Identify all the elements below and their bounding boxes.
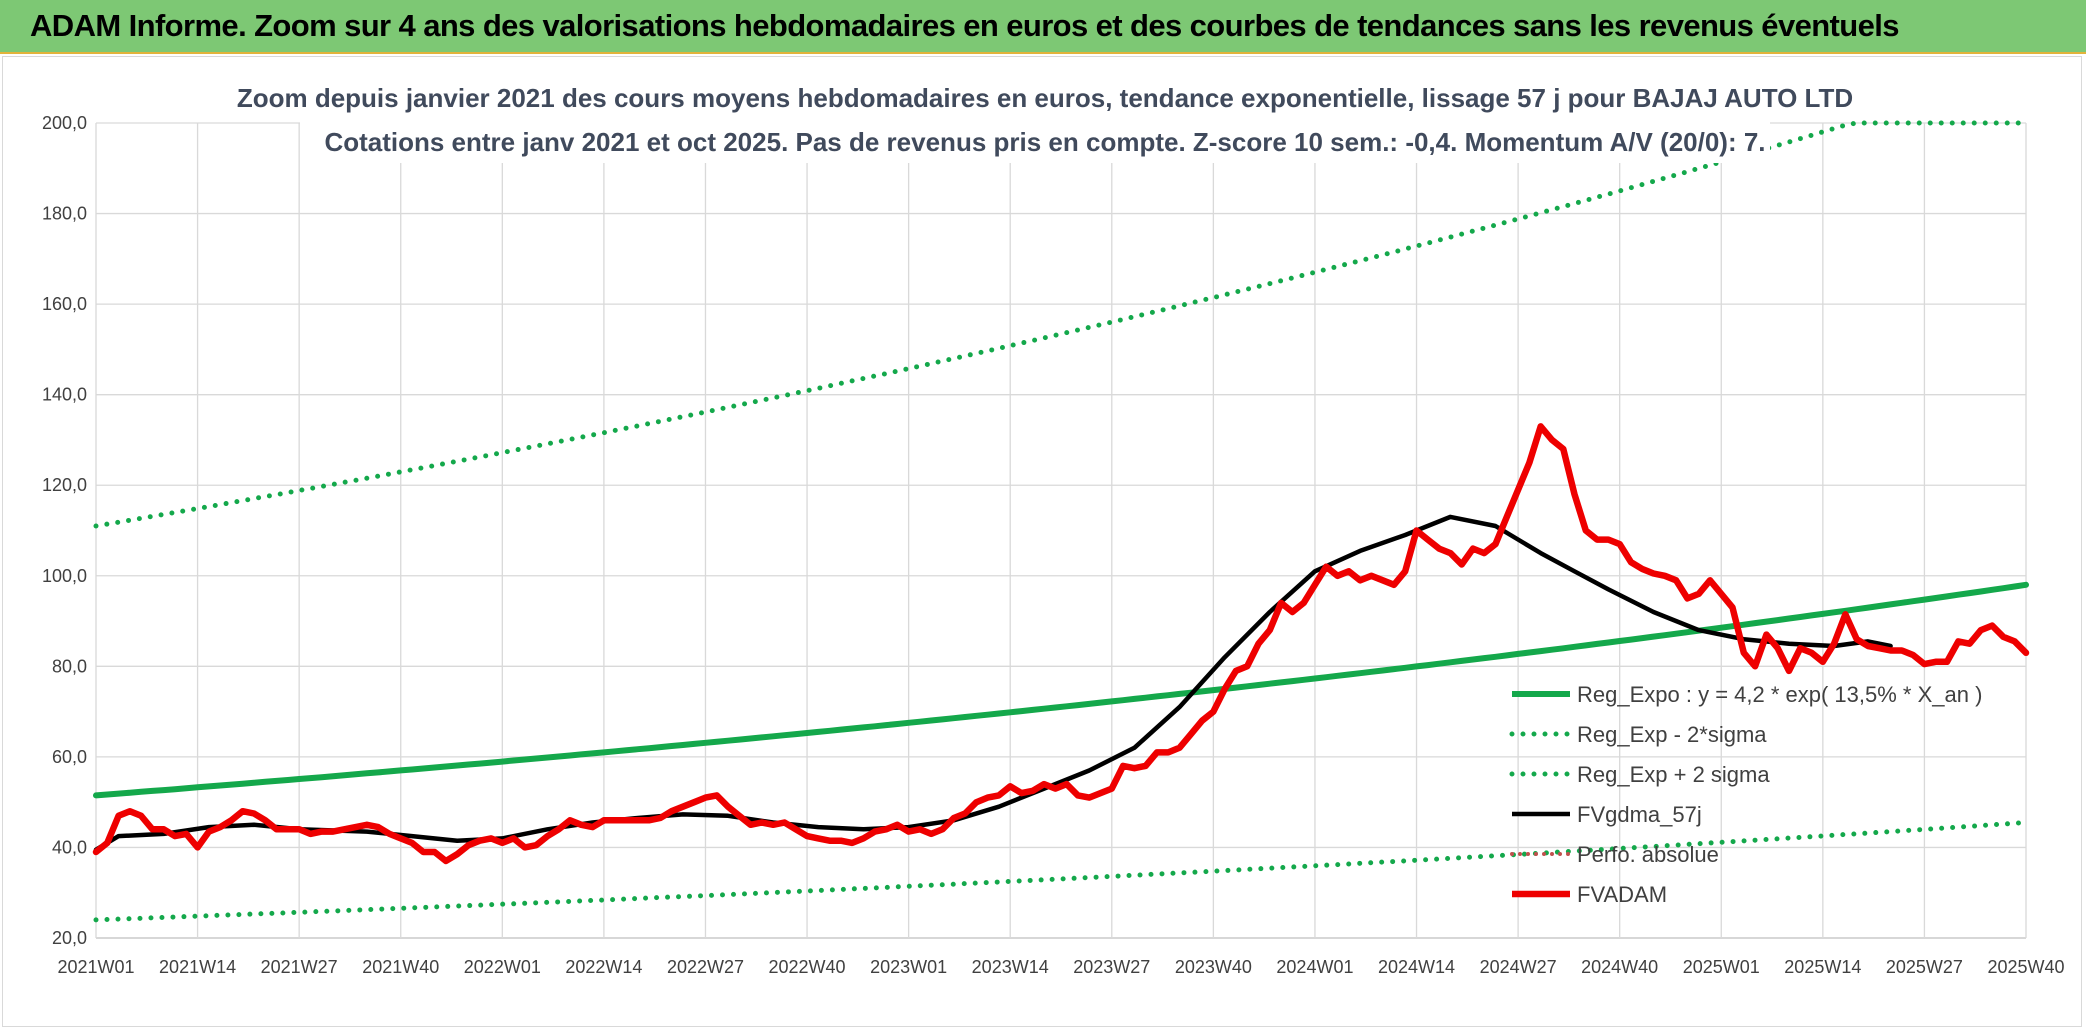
x-tick-label: 2023W14: [972, 957, 1049, 977]
y-tick-label: 200,0: [42, 113, 87, 133]
x-tick-label: 2025W01: [1683, 957, 1760, 977]
y-axis: 20,0 40,0 60,0 80,0 100,0 120,0 140,0 160,0 180,…: [42, 113, 87, 948]
y-tick-label: 80,0: [52, 656, 87, 676]
x-tick-label: 2021W27: [261, 957, 338, 977]
x-tick-label: 2021W40: [362, 957, 439, 977]
gridlines: [95, 122, 2027, 939]
legend-label: Reg_Expo : y = 4,2 * exp( 13,5% * X_an ): [1577, 682, 1982, 707]
x-tick-label: 2023W01: [870, 957, 947, 977]
chart-subtitle: Cotations entre janv 2021 et oct 2025. P…: [324, 127, 1765, 157]
legend: Reg_Expo : y = 4,2 * exp( 13,5% * X_an )…: [1509, 682, 1982, 907]
legend-label: Reg_Exp - 2*sigma: [1577, 722, 1767, 747]
x-axis: 2021W01 2021W14 2021W27 2021W40 2022W01 2022W…: [57, 957, 2064, 977]
x-tick-label: 2025W40: [1987, 957, 2064, 977]
chart-title-background: [300, 81, 1770, 163]
legend-label: FVADAM: [1577, 882, 1667, 907]
x-tick-label: 2021W01: [57, 957, 134, 977]
legend-label: Reg_Exp + 2 sigma: [1577, 762, 1770, 787]
price-series: [92, 423, 2030, 865]
y-tick-label: 160,0: [42, 294, 87, 314]
y-tick-label: 120,0: [42, 475, 87, 495]
upper-band-series: [93, 120, 2029, 529]
lower-band-series: [93, 820, 2029, 923]
x-tick-label: 2025W27: [1886, 957, 1963, 977]
legend-label: FVgdma_57j: [1577, 802, 1702, 827]
y-tick-label: 140,0: [42, 385, 87, 405]
x-tick-label: 2022W01: [464, 957, 541, 977]
x-tick-label: 2022W14: [565, 957, 642, 977]
legend-label: Perfo. absolue: [1577, 842, 1719, 867]
x-tick-label: 2024W27: [1480, 957, 1557, 977]
y-tick-label: 40,0: [52, 837, 87, 857]
x-tick-label: 2024W14: [1378, 957, 1455, 977]
plot-series: [92, 120, 2030, 923]
x-tick-label: 2022W27: [667, 957, 744, 977]
x-tick-label: 2025W14: [1784, 957, 1861, 977]
x-tick-label: 2022W40: [769, 957, 846, 977]
y-tick-label: 60,0: [52, 747, 87, 767]
report-banner-title: ADAM Informe. Zoom sur 4 ans des valoris…: [30, 8, 1900, 43]
x-tick-label: 2023W27: [1073, 957, 1150, 977]
x-tick-label: 2021W14: [159, 957, 236, 977]
chart-frame: [2, 56, 2082, 1027]
moving-average-series: [93, 514, 1893, 852]
y-tick-label: 100,0: [42, 566, 87, 586]
report-banner: ADAM Informe. Zoom sur 4 ans des valoris…: [0, 0, 2086, 54]
y-tick-label: 20,0: [52, 928, 87, 948]
x-tick-label: 2023W40: [1175, 957, 1252, 977]
x-tick-label: 2024W01: [1276, 957, 1353, 977]
chart-title: Zoom depuis janvier 2021 des cours moyen…: [237, 83, 1853, 113]
x-tick-label: 2024W40: [1581, 957, 1658, 977]
y-tick-label: 180,0: [42, 204, 87, 224]
